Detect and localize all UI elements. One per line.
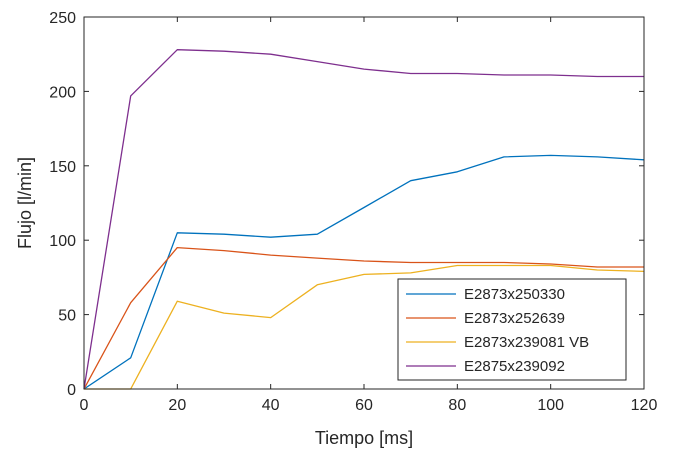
legend-label-2: E2873x252639 <box>464 310 565 327</box>
y-tick-label: 250 <box>49 10 76 27</box>
x-tick-label: 0 <box>80 397 89 414</box>
axes-layer: 0 20 40 60 80 100 120 0 50 100 150 200 250 <box>49 10 657 414</box>
x-tick-label: 60 <box>355 397 373 414</box>
series-line-3 <box>84 264 645 390</box>
series-layer <box>83 49 645 390</box>
legend: E2873x250330 E2873x252639 E2873x239081 VB E… <box>397 278 627 381</box>
x-tick-label: 40 <box>262 397 280 414</box>
y-tick-label: 150 <box>49 159 76 176</box>
x-tick-label: 120 <box>631 397 658 414</box>
legend-box <box>397 278 627 381</box>
series-line-2 <box>83 246 644 390</box>
x-tick-label: 80 <box>448 397 466 414</box>
y-tick-label: 100 <box>49 233 76 250</box>
legend-label-4: E2875x239092 <box>464 358 565 375</box>
series-line-4 <box>83 49 644 390</box>
y-tick-label: 50 <box>58 308 76 325</box>
x-tick-label: 100 <box>537 397 564 414</box>
y-tick-label: 200 <box>49 84 76 101</box>
x-tick-label: 20 <box>168 397 186 414</box>
y-tick-label: 0 <box>67 382 76 399</box>
x-axis-label: Tiempo [ms] <box>315 428 413 448</box>
legend-label-1: E2873x250330 <box>464 286 565 303</box>
series-line-1 <box>83 154 645 390</box>
y-axis-label: Flujo [l/min] <box>15 157 35 249</box>
legend-label-3: E2873x239081 VB <box>464 334 589 351</box>
